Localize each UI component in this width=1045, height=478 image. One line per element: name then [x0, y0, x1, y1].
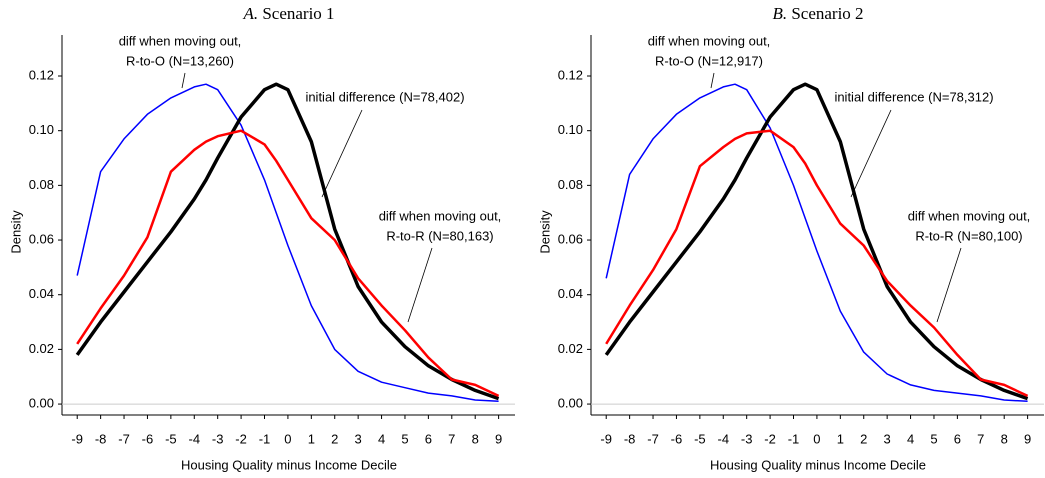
x-tick-label: -3 — [741, 431, 753, 446]
y-tick-label: 0.08 — [29, 177, 54, 192]
x-axis-label: Housing Quality minus Income Decile — [710, 457, 926, 472]
x-axis-label: Housing Quality minus Income Decile — [181, 457, 397, 472]
leader-line — [181, 72, 186, 89]
x-tick-label: 5 — [930, 431, 937, 446]
panel-title: Scenario 2 — [791, 4, 863, 23]
leader-line — [936, 247, 962, 323]
y-tick-label: 0.00 — [558, 396, 583, 411]
density-line — [605, 83, 1028, 403]
x-tick-label: 6 — [425, 431, 432, 446]
x-tick-label: 0 — [284, 431, 291, 446]
x-tick-label: 2 — [860, 431, 867, 446]
panel: B. Scenario 2 0.00 0.02 0.04 0.06 0.08 0.10 0.1… — [537, 4, 1044, 472]
y-tick-label: 0.10 — [29, 122, 54, 137]
density-line — [76, 83, 499, 403]
x-tick-label: -6 — [142, 431, 154, 446]
x-tick-label: 7 — [448, 431, 455, 446]
x-tick-label: -1 — [259, 431, 271, 446]
annotation: diff when moving out, — [379, 208, 502, 223]
leader-line — [850, 109, 892, 198]
panel-letter: B. — [772, 4, 787, 23]
x-tick-label: -2 — [235, 431, 247, 446]
x-tick-label: -5 — [165, 431, 177, 446]
density-line — [605, 129, 1029, 398]
x-tick-label: 7 — [977, 431, 984, 446]
x-tick-label: -9 — [600, 431, 612, 446]
x-tick-label: -4 — [188, 431, 200, 446]
annotation: R-to-R (N=80,163) — [386, 228, 493, 243]
panel: A. Scenario 1 0.00 0.02 0.04 0.06 0.08 0.10 0.1… — [8, 4, 515, 472]
annotation: R-to-R (N=80,100) — [915, 228, 1022, 243]
y-tick-label: 0.04 — [558, 286, 583, 301]
annotation: R-to-O (N=12,917) — [655, 53, 763, 68]
x-tick-label: 3 — [884, 431, 891, 446]
y-tick-label: 0.10 — [558, 122, 583, 137]
annotation: initial difference (N=78,312) — [834, 89, 993, 104]
x-tick-label: 6 — [954, 431, 961, 446]
x-tick-label: 2 — [331, 431, 338, 446]
density-line — [75, 82, 500, 401]
x-tick-label: -9 — [71, 431, 83, 446]
x-tick-label: -7 — [118, 431, 130, 446]
x-tick-label: -2 — [764, 431, 776, 446]
annotation: R-to-O (N=13,260) — [126, 53, 234, 68]
chart-title: A. Scenario 1 — [242, 4, 334, 23]
y-tick-label: 0.08 — [558, 177, 583, 192]
x-tick-label: 5 — [401, 431, 408, 446]
x-tick-label: -5 — [694, 431, 706, 446]
leader-line — [710, 72, 715, 89]
x-tick-label: -7 — [647, 431, 659, 446]
y-tick-label: 0.06 — [29, 231, 54, 246]
x-tick-label: 4 — [907, 431, 914, 446]
density-line — [76, 129, 500, 398]
x-tick-label: -3 — [212, 431, 224, 446]
x-tick-label: -8 — [624, 431, 636, 446]
x-tick-label: -8 — [95, 431, 107, 446]
y-tick-label: 0.06 — [558, 231, 583, 246]
y-tick-label: 0.02 — [558, 341, 583, 356]
annotation: diff when moving out, — [648, 33, 771, 48]
y-tick-label: 0.12 — [29, 67, 54, 82]
leader-line — [407, 247, 433, 323]
y-tick-label: 0.04 — [29, 286, 54, 301]
x-tick-label: -1 — [788, 431, 800, 446]
leader-line — [321, 109, 363, 198]
x-tick-label: 9 — [1024, 431, 1031, 446]
x-tick-label: 9 — [495, 431, 502, 446]
x-tick-label: 3 — [355, 431, 362, 446]
annotation: diff when moving out, — [119, 33, 242, 48]
x-tick-label: 0 — [813, 431, 820, 446]
x-tick-label: 1 — [308, 431, 315, 446]
x-tick-label: 4 — [378, 431, 385, 446]
panel-letter: A. — [242, 4, 258, 23]
x-tick-label: 8 — [472, 431, 479, 446]
x-tick-label: -6 — [671, 431, 683, 446]
x-tick-label: 8 — [1001, 431, 1008, 446]
chart-title: B. Scenario 2 — [772, 4, 863, 23]
density-line — [604, 82, 1029, 401]
x-tick-label: -4 — [717, 431, 729, 446]
y-axis-label: Density — [537, 210, 552, 254]
y-tick-label: 0.12 — [558, 67, 583, 82]
annotation: diff when moving out, — [908, 208, 1031, 223]
panel-title: Scenario 1 — [262, 4, 334, 23]
annotation: initial difference (N=78,402) — [305, 89, 464, 104]
x-tick-label: 1 — [837, 431, 844, 446]
y-axis-label: Density — [8, 210, 23, 254]
y-tick-label: 0.00 — [29, 396, 54, 411]
y-tick-label: 0.02 — [29, 341, 54, 356]
